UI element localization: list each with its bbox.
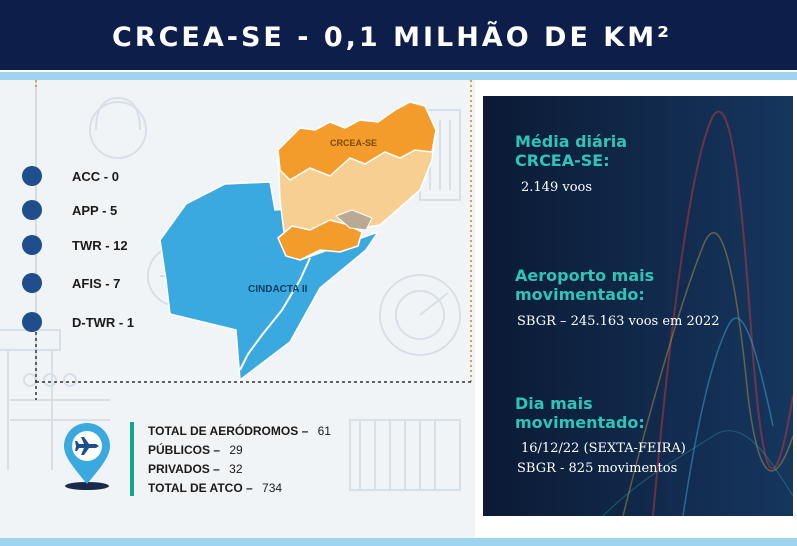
page-title: CRCEA-SE - 0,1 MILHÃO DE KM² — [112, 22, 672, 53]
airplane-location-pin-icon — [64, 423, 110, 490]
unit-label: TWR - 12 — [72, 238, 128, 253]
stat-heading-busiest-airport-2: movimentado: — [515, 285, 645, 304]
bottom-accent-bar — [0, 538, 797, 546]
left-panel: CRCEA-SE CINDACTA II ACC - 0 APP - 5 TWR… — [0, 80, 475, 538]
unit-dot — [22, 312, 42, 332]
unit-label: ACC - 0 — [72, 169, 119, 184]
unit-label: AFIS - 7 — [72, 276, 121, 291]
unit-dot — [22, 200, 42, 220]
stat-total-atco: TOTAL DE ATCO – 734 — [148, 481, 282, 495]
unit-dot — [22, 166, 42, 186]
stat-public: PÚBLICOS – 29 — [148, 443, 243, 457]
stat-value-daily-avg: 2.149 voos — [521, 180, 593, 195]
region-map: CRCEA-SE CINDACTA II — [159, 101, 437, 382]
unit-label: D-TWR - 1 — [72, 315, 135, 330]
stat-heading-busiest-airport: Aeroporto mais — [515, 266, 655, 285]
stat-total-aerodromes: TOTAL DE AERÓDROMOS – 61 — [148, 424, 331, 438]
stat-value-busiest-day-date: 16/12/22 (SEXTA-FEIRA) — [521, 441, 686, 456]
stat-heading-busiest-day: Dia mais — [515, 394, 593, 413]
map-region-gray — [335, 209, 373, 231]
map-region-cindacta-ii — [159, 181, 380, 382]
stat-value: 29 — [229, 443, 243, 457]
unit-dot — [22, 235, 42, 255]
stat-heading-daily-avg-2: CRCEA-SE: — [515, 151, 610, 170]
right-stats-panel: Média diária CRCEA-SE: 2.149 voos Aeropo… — [483, 96, 793, 516]
stats-accent-bar — [130, 422, 134, 496]
stat-private: PRIVADOS – 32 — [148, 462, 243, 476]
stat-value-busiest-airport: SBGR – 245.163 voos em 2022 — [517, 314, 720, 329]
stat-label: TOTAL DE ATCO – — [148, 481, 253, 495]
header-banner: CRCEA-SE - 0,1 MILHÃO DE KM² — [0, 0, 797, 72]
stat-label: PÚBLICOS – — [148, 443, 221, 457]
stat-value: 61 — [317, 424, 331, 438]
map-label-cindacta-ii: CINDACTA II — [248, 284, 308, 295]
map-label-crcea-se: CRCEA-SE — [330, 138, 377, 148]
unit-label: APP - 5 — [72, 203, 118, 218]
stat-label: PRIVADOS – — [148, 462, 220, 476]
stat-heading-busiest-day-2: movimentado: — [515, 413, 645, 432]
stat-label: TOTAL DE AERÓDROMOS – — [148, 424, 309, 438]
background-waveform-art — [483, 96, 793, 516]
stat-heading-daily-avg: Média diária — [515, 132, 627, 151]
stat-value: 734 — [262, 481, 283, 495]
stat-value-busiest-day-movements: SBGR - 825 movimentos — [517, 461, 678, 476]
top-accent-bar — [0, 72, 797, 80]
stat-value: 32 — [229, 462, 243, 476]
map-region-crcea-se-bottom — [277, 219, 363, 261]
unit-dot — [22, 273, 42, 293]
map-region-crcea-se-top — [277, 101, 437, 181]
